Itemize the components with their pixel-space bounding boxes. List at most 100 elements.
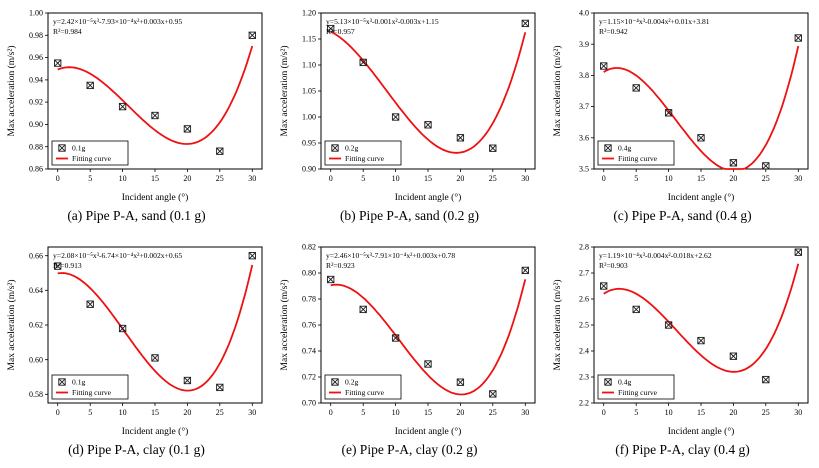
- svg-text:20: 20: [183, 408, 191, 417]
- svg-text:1.00: 1.00: [302, 113, 316, 122]
- subplot-b: 0 5 10 15 20 25 30 0.90 0.95 1.00 1.05 1.10 1.15 1.20…: [273, 0, 546, 234]
- svg-text:Incident angle (°): Incident angle (°): [394, 426, 461, 437]
- svg-text:0.74: 0.74: [302, 347, 316, 356]
- svg-text:0.96: 0.96: [29, 53, 43, 62]
- svg-text:0.4g: 0.4g: [618, 378, 631, 387]
- svg-text:25: 25: [761, 408, 769, 417]
- svg-text:2.7: 2.7: [579, 269, 589, 278]
- svg-text:y=2.08×10⁻⁵x³-6.74×10⁻⁴x²+0.00: y=2.08×10⁻⁵x³-6.74×10⁻⁴x²+0.002x+0.65: [53, 251, 182, 260]
- svg-text:10: 10: [664, 174, 672, 183]
- svg-text:5: 5: [88, 408, 92, 417]
- svg-text:y=1.15×10⁻⁴x³-0.004x²+0.01x+3.: y=1.15×10⁻⁴x³-0.004x²+0.01x+3.81: [599, 17, 710, 26]
- svg-text:Max acceleration (m/s²): Max acceleration (m/s²): [552, 46, 563, 137]
- svg-text:4.0: 4.0: [579, 9, 589, 18]
- svg-text:Incident angle (°): Incident angle (°): [667, 192, 734, 203]
- svg-text:25: 25: [215, 174, 223, 183]
- svg-text:R²=0.957: R²=0.957: [326, 27, 355, 36]
- svg-text:0.90: 0.90: [302, 165, 316, 174]
- svg-text:0.58: 0.58: [29, 390, 43, 399]
- svg-text:10: 10: [391, 174, 399, 183]
- svg-text:10: 10: [118, 174, 126, 183]
- subplot-f: 0 5 10 15 20 25 30 2.2 2.3 2.4 2.5 2.6 2.7 2.8 y=1.19×…: [546, 234, 819, 468]
- svg-text:15: 15: [424, 408, 432, 417]
- svg-text:0.70: 0.70: [302, 399, 316, 408]
- svg-text:0.76: 0.76: [302, 321, 316, 330]
- svg-text:0: 0: [328, 408, 332, 417]
- svg-text:0: 0: [601, 174, 605, 183]
- caption-e: (e) Pipe P-A, clay (0.2 g): [341, 442, 478, 457]
- svg-text:Fitting curve: Fitting curve: [345, 154, 385, 163]
- svg-text:0.64: 0.64: [29, 286, 43, 295]
- svg-text:Fitting curve: Fitting curve: [72, 154, 112, 163]
- chart-d-canvas: 0 5 10 15 20 25 30 0.58 0.60 0.62 0.64 0.66 y=2.08×1…: [6, 246, 262, 437]
- svg-text:25: 25: [215, 408, 223, 417]
- svg-text:y=5.13×10⁻⁵x³-0.001x²-0.003x+1: y=5.13×10⁻⁵x³-0.001x²-0.003x+1.15: [326, 17, 439, 26]
- svg-text:1.00: 1.00: [29, 9, 43, 18]
- svg-text:15: 15: [697, 408, 705, 417]
- svg-text:20: 20: [456, 408, 464, 417]
- svg-text:0.90: 0.90: [29, 120, 43, 129]
- subplot-e: 0 5 10 15 20 25 30 0.70 0.72 0.74 0.76 0.78 0.80 0.82…: [273, 234, 546, 468]
- svg-text:30: 30: [794, 174, 802, 183]
- svg-text:20: 20: [729, 174, 737, 183]
- svg-text:20: 20: [456, 174, 464, 183]
- caption-b: (b) Pipe P-A, sand (0.2 g): [339, 208, 480, 223]
- svg-text:3.6: 3.6: [579, 133, 589, 142]
- svg-text:R²=0.984: R²=0.984: [53, 27, 82, 36]
- svg-text:10: 10: [391, 408, 399, 417]
- svg-text:5: 5: [361, 174, 365, 183]
- svg-text:30: 30: [248, 408, 256, 417]
- subplot-a: 0 5 10 15 20 25 30 0.86 0.88 0.90 0.92 0.94 0.96 0.98…: [0, 0, 273, 234]
- svg-text:0.78: 0.78: [302, 295, 316, 304]
- caption-d: (d) Pipe P-A, clay (0.1 g): [68, 442, 205, 457]
- chart-c-canvas: 0 5 10 15 20 25 30 3.5 3.6 3.7 3.8 3.9 4.0 y=1.15×10⁻…: [552, 9, 808, 203]
- chart-a-canvas: 0 5 10 15 20 25 30 0.86 0.88 0.90 0.92 0.94 0.96 0.98…: [6, 9, 262, 203]
- svg-text:y=2.46×10⁻⁵x³-7.91×10⁻⁴x²+0.00: y=2.46×10⁻⁵x³-7.91×10⁻⁴x²+0.003x+0.78: [326, 251, 455, 260]
- svg-text:Max acceleration (m/s²): Max acceleration (m/s²): [552, 280, 563, 371]
- svg-text:Incident angle (°): Incident angle (°): [121, 192, 188, 203]
- svg-text:Incident angle (°): Incident angle (°): [121, 426, 188, 437]
- svg-text:2.3: 2.3: [579, 373, 589, 382]
- svg-text:Fitting curve: Fitting curve: [618, 154, 658, 163]
- svg-text:Incident angle (°): Incident angle (°): [667, 426, 734, 437]
- svg-text:15: 15: [151, 408, 159, 417]
- svg-text:Max acceleration (m/s²): Max acceleration (m/s²): [279, 280, 290, 371]
- svg-text:Incident angle (°): Incident angle (°): [394, 192, 461, 203]
- svg-text:0.88: 0.88: [29, 142, 43, 151]
- caption-a: (a) Pipe P-A, sand (0.1 g): [67, 208, 206, 223]
- svg-text:2.4: 2.4: [579, 347, 589, 356]
- caption-f: (f) Pipe P-A, clay (0.4 g): [615, 442, 750, 457]
- svg-text:0.72: 0.72: [302, 373, 316, 382]
- svg-text:25: 25: [488, 174, 496, 183]
- svg-text:30: 30: [794, 408, 802, 417]
- svg-text:R²=0.913: R²=0.913: [53, 261, 82, 270]
- svg-text:0: 0: [55, 174, 59, 183]
- svg-text:0.80: 0.80: [302, 269, 316, 278]
- svg-text:R²=0.942: R²=0.942: [599, 27, 628, 36]
- svg-text:30: 30: [521, 174, 529, 183]
- svg-text:3.7: 3.7: [579, 102, 589, 111]
- svg-text:25: 25: [488, 408, 496, 417]
- svg-text:2.8: 2.8: [579, 243, 589, 252]
- svg-text:0.4g: 0.4g: [618, 144, 631, 153]
- svg-text:1.20: 1.20: [302, 9, 316, 18]
- svg-text:0.82: 0.82: [302, 243, 316, 252]
- svg-text:15: 15: [151, 174, 159, 183]
- svg-text:3.5: 3.5: [579, 165, 589, 174]
- chart-e-canvas: 0 5 10 15 20 25 30 0.70 0.72 0.74 0.76 0.78 0.80 0.82…: [279, 243, 535, 437]
- svg-text:30: 30: [521, 408, 529, 417]
- svg-text:2.2: 2.2: [579, 399, 589, 408]
- svg-text:Max acceleration (m/s²): Max acceleration (m/s²): [279, 46, 290, 137]
- svg-text:10: 10: [118, 408, 126, 417]
- svg-text:R²=0.903: R²=0.903: [599, 261, 628, 270]
- svg-text:5: 5: [634, 174, 638, 183]
- caption-c: (c) Pipe P-A, sand (0.4 g): [613, 208, 752, 223]
- svg-text:3.9: 3.9: [579, 40, 589, 49]
- svg-text:0.94: 0.94: [29, 76, 43, 85]
- svg-text:20: 20: [729, 408, 737, 417]
- svg-text:Max acceleration (m/s²): Max acceleration (m/s²): [6, 280, 17, 371]
- svg-text:0.1g: 0.1g: [72, 378, 85, 387]
- svg-text:0: 0: [55, 408, 59, 417]
- svg-text:0.1g: 0.1g: [72, 144, 85, 153]
